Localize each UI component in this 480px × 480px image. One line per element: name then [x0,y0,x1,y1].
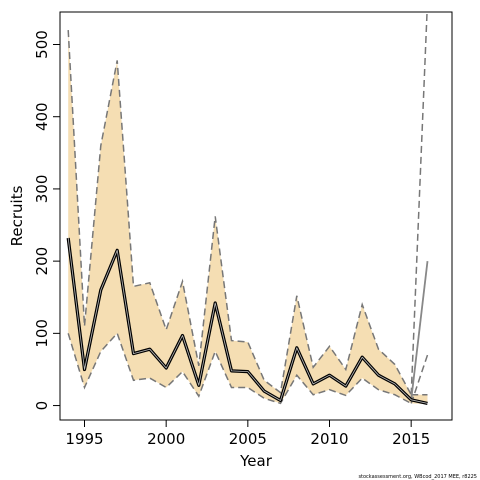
ci-band-area [68,30,428,405]
x-tick-label: 2010 [310,430,348,448]
y-tick-label: 500 [33,30,51,59]
x-tick-label: 1995 [65,430,103,448]
x-tick-label: 2015 [392,430,430,448]
y-tick-label: 100 [33,319,51,348]
y-axis-label: Recruits [8,185,26,246]
x-axis: 1995 2000 2005 2010 2015 [65,420,430,448]
confidence-band [68,30,428,405]
estimate-line-highlight [67,237,428,404]
ci-upper-line [67,30,412,396]
x-axis-label: Year [239,452,273,470]
ci-lower-line [67,331,412,405]
y-axis: 0 100 200 300 400 500 [33,30,60,410]
footnote: stockassessment.org, WBcod_2017 MEE, r82… [358,474,477,480]
x-tick-label: 2000 [147,430,185,448]
projection-alt-lower-line [410,354,429,404]
plot-frame [59,11,453,421]
y-tick-label: 0 [33,401,51,411]
y-tick-label: 300 [33,175,51,204]
projection-alt-estimate-line [410,260,429,400]
series-lines [66,12,429,405]
x-tick-label: 2005 [229,430,267,448]
y-tick-label: 200 [33,247,51,276]
y-tick-label: 400 [33,102,51,131]
